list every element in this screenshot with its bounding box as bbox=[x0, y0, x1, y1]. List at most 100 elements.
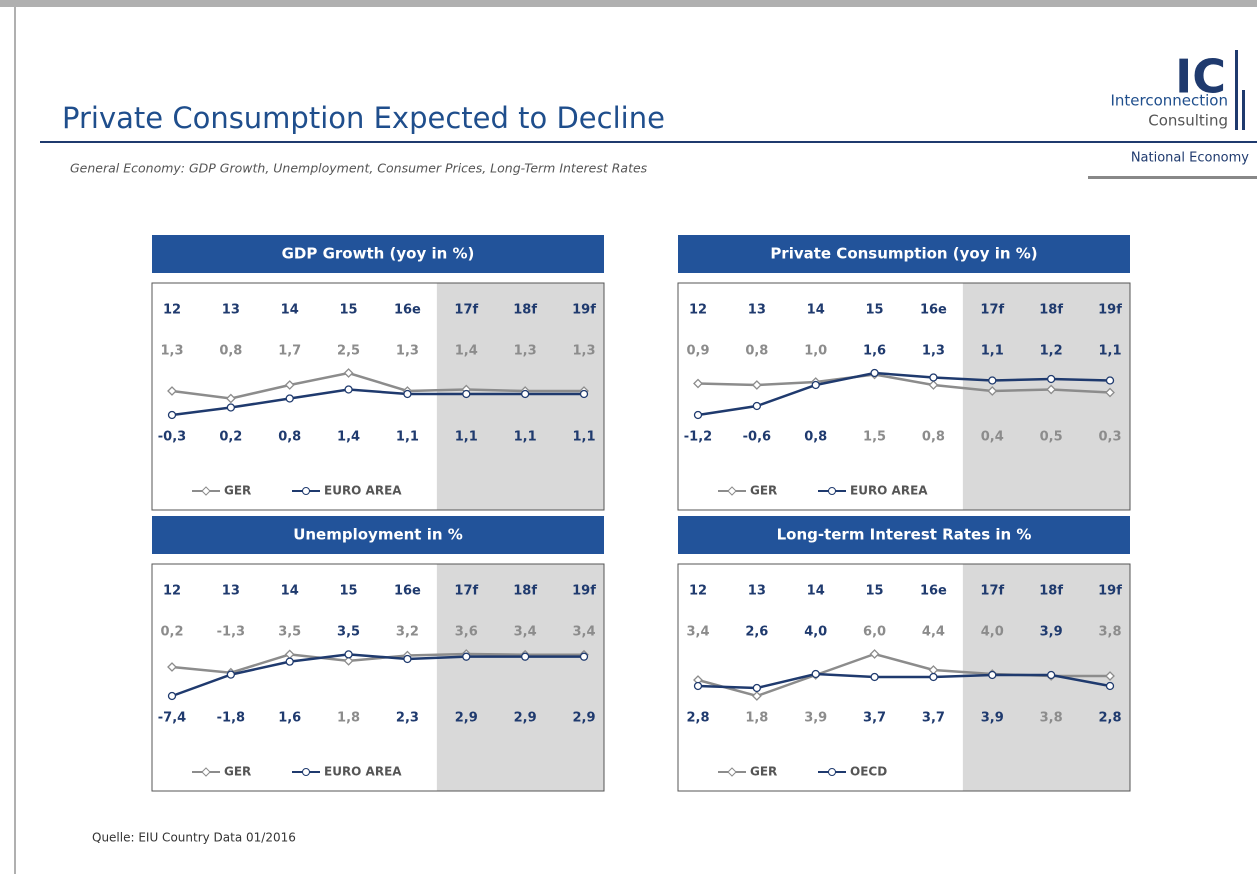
logo-line1: Interconnection bbox=[1110, 92, 1228, 110]
point-marker bbox=[225, 393, 236, 404]
value-label: 1,4 bbox=[455, 344, 478, 359]
x-category: 18f bbox=[513, 303, 537, 318]
series-line bbox=[697, 672, 1111, 690]
value-label: -1,2 bbox=[684, 430, 712, 445]
chart-frame bbox=[151, 282, 605, 511]
chart-frame bbox=[677, 563, 1131, 792]
chart-frame bbox=[151, 563, 605, 792]
x-category: 15 bbox=[866, 303, 884, 318]
value-label: 1,8 bbox=[337, 711, 360, 726]
point-marker bbox=[167, 386, 177, 396]
point-marker bbox=[987, 386, 998, 396]
value-label: 0,2 bbox=[219, 430, 242, 445]
x-category: 16e bbox=[920, 584, 947, 599]
legend-label: GER bbox=[224, 765, 251, 779]
x-category: 18f bbox=[1039, 584, 1063, 599]
point-marker bbox=[579, 389, 589, 399]
point-marker bbox=[1105, 387, 1115, 398]
chart-header bbox=[152, 516, 604, 554]
x-category: 12 bbox=[163, 584, 181, 599]
value-label: 0,9 bbox=[686, 344, 709, 359]
value-label: 3,5 bbox=[337, 625, 360, 640]
chart-title: Long-term Interest Rates in % bbox=[777, 526, 1032, 544]
forecast-shade bbox=[436, 564, 604, 791]
value-label: 3,6 bbox=[455, 625, 478, 640]
left-border bbox=[14, 7, 16, 874]
x-category: 13 bbox=[748, 303, 766, 318]
value-label: 0,8 bbox=[922, 430, 945, 445]
value-label: 1,1 bbox=[396, 430, 419, 445]
value-label: 1,3 bbox=[396, 344, 419, 359]
point-marker bbox=[751, 691, 762, 701]
value-label: 1,5 bbox=[863, 430, 886, 445]
value-label: 3,9 bbox=[1040, 625, 1063, 640]
point-marker bbox=[811, 380, 820, 390]
x-category: 14 bbox=[281, 303, 299, 318]
series-line bbox=[171, 653, 584, 698]
point-marker bbox=[462, 652, 471, 661]
section-label: National Economy bbox=[1131, 151, 1249, 166]
value-label: 3,9 bbox=[804, 711, 827, 726]
value-label: 1,4 bbox=[337, 430, 360, 445]
x-category: 17f bbox=[980, 303, 1004, 318]
x-category: 12 bbox=[689, 303, 707, 318]
point-marker bbox=[693, 378, 703, 389]
x-category: 19f bbox=[1098, 303, 1122, 318]
point-marker bbox=[869, 649, 880, 659]
point-marker bbox=[1046, 670, 1056, 680]
chart-title: GDP Growth (yoy in %) bbox=[282, 245, 475, 263]
legend-label: GER bbox=[750, 765, 777, 779]
legend-marker bbox=[727, 486, 737, 496]
point-marker bbox=[285, 657, 294, 666]
value-label: 6,0 bbox=[863, 625, 886, 640]
value-label: 1,0 bbox=[804, 344, 827, 359]
point-marker bbox=[462, 389, 471, 399]
point-marker bbox=[811, 669, 820, 679]
chart-header bbox=[678, 235, 1130, 273]
x-category: 13 bbox=[222, 303, 240, 318]
section-rule bbox=[1088, 176, 1257, 179]
value-label: 0,2 bbox=[160, 625, 183, 640]
value-label: 0,8 bbox=[804, 430, 827, 445]
value-label: 2,3 bbox=[396, 711, 419, 726]
legend-marker bbox=[201, 767, 211, 777]
point-marker bbox=[751, 380, 762, 390]
x-category: 17f bbox=[980, 584, 1004, 599]
value-label: 3,4 bbox=[514, 625, 537, 640]
x-category: 15 bbox=[866, 584, 884, 599]
value-label: 4,4 bbox=[922, 625, 945, 640]
top-band bbox=[0, 0, 1257, 7]
legend-label: EURO AREA bbox=[324, 765, 402, 779]
point-marker bbox=[343, 368, 354, 378]
logo-mark: IC bbox=[1175, 50, 1226, 104]
x-category: 16e bbox=[920, 303, 947, 318]
x-category: 17f bbox=[454, 584, 478, 599]
value-label: 2,6 bbox=[745, 625, 768, 640]
series-line bbox=[171, 371, 584, 400]
point-marker bbox=[285, 394, 294, 403]
point-marker bbox=[520, 389, 530, 399]
point-marker bbox=[988, 670, 997, 680]
x-category: 16e bbox=[394, 584, 421, 599]
point-marker bbox=[344, 385, 353, 394]
legend-marker bbox=[302, 768, 310, 776]
chart-header bbox=[152, 235, 604, 273]
x-category: 13 bbox=[748, 584, 766, 599]
value-label: 2,8 bbox=[1098, 711, 1121, 726]
point-marker bbox=[1105, 681, 1115, 691]
value-label: 1,1 bbox=[981, 344, 1004, 359]
value-label: 3,4 bbox=[686, 625, 709, 640]
value-label: -1,3 bbox=[217, 625, 245, 640]
value-label: 2,9 bbox=[572, 711, 595, 726]
x-category: 19f bbox=[572, 584, 596, 599]
x-category: 13 bbox=[222, 584, 240, 599]
point-marker bbox=[167, 691, 177, 701]
point-marker bbox=[1046, 374, 1056, 384]
value-label: 1,1 bbox=[514, 430, 537, 445]
value-label: 1,6 bbox=[278, 711, 301, 726]
series-line bbox=[171, 652, 584, 674]
chart-frame bbox=[677, 282, 1131, 511]
legend-label: EURO AREA bbox=[850, 484, 928, 498]
point-marker bbox=[928, 380, 939, 390]
